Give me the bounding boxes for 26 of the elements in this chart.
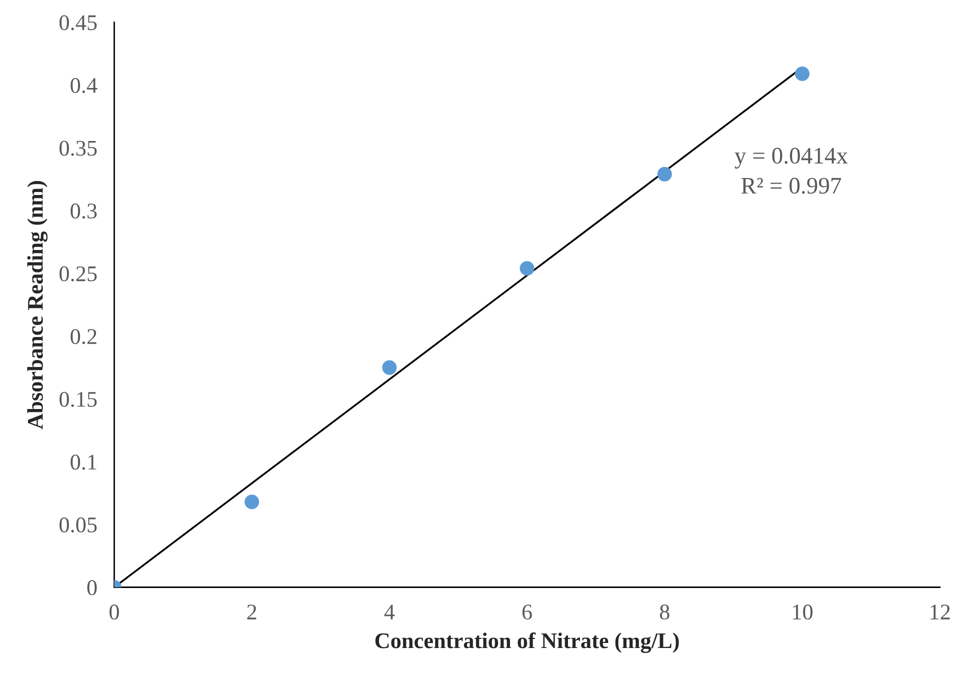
x-tick-label: 0 [110, 604, 119, 620]
x-tick-label: 6 [522, 604, 532, 620]
x-axis-title: Concentration of Nitrate (mg/L) [375, 632, 679, 653]
y-tick-label: 0.05 [60, 517, 97, 532]
y-tick-label: 0.25 [60, 266, 97, 282]
x-tick-label: 10 [793, 604, 813, 620]
y-tick-label: 0.4 [70, 78, 98, 94]
point [657, 166, 672, 182]
y-axis-title: Absorbance Reading (nm) [27, 181, 48, 430]
x-tick-label: 4 [384, 604, 395, 620]
y-tick-label: 0.35 [60, 140, 97, 156]
x-tick-label: 2 [247, 604, 256, 620]
y-tick-label: 0.1 [70, 454, 96, 470]
x-tick-label: 12 [930, 604, 950, 620]
point [382, 360, 397, 375]
point [794, 66, 810, 82]
y-tick-label: 0.15 [60, 392, 97, 407]
y-tick-label: 0.45 [60, 15, 97, 30]
annotation: R² = 0.997 [741, 178, 842, 194]
point [244, 494, 260, 510]
point [520, 261, 534, 276]
y-tick-label: 0.2 [70, 329, 96, 344]
annotation: y = 0.0414x [734, 148, 848, 169]
y-tick-label: 0 [87, 580, 97, 596]
y-tick-label: 0.3 [70, 204, 97, 219]
x-tick-label: 8 [660, 604, 670, 620]
